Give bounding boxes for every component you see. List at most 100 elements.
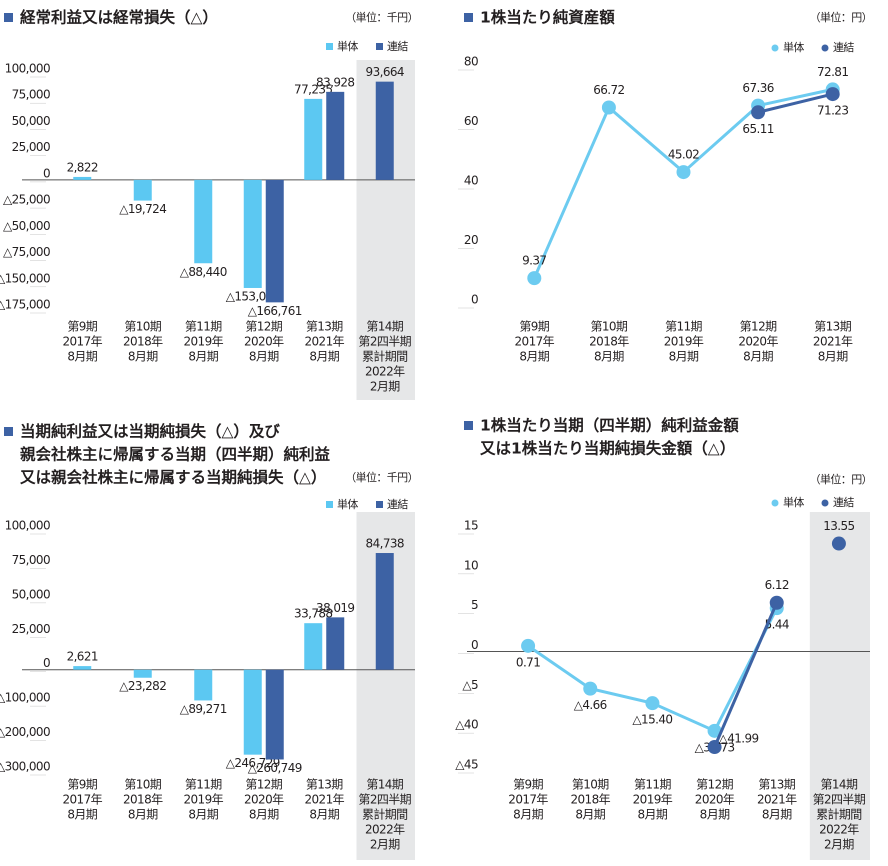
value-label: 5.44 bbox=[765, 618, 789, 632]
legend-label: 単体 bbox=[783, 40, 804, 54]
x-tick-label: 第2四半期 bbox=[813, 793, 866, 807]
highlight-band bbox=[809, 512, 870, 860]
x-tick-label: 第2四半期 bbox=[358, 793, 411, 807]
bar bbox=[243, 669, 262, 755]
x-tick-label: 2018年 bbox=[123, 793, 163, 807]
x-tick-label: 2017年 bbox=[515, 335, 555, 349]
series-line bbox=[532, 87, 834, 279]
x-tick-label: 2018年 bbox=[570, 793, 610, 807]
x-tick-label: 8月期 bbox=[128, 808, 158, 822]
value-label: 2,621 bbox=[67, 650, 98, 664]
title-marker bbox=[4, 427, 13, 436]
x-tick-label: 2019年 bbox=[633, 793, 673, 807]
bar bbox=[194, 179, 213, 264]
x-tick-label: 第9期 bbox=[67, 320, 97, 334]
y-tick-label: △100,000 bbox=[0, 691, 50, 705]
legend-swatch bbox=[326, 501, 333, 508]
y-tick-label: 0 bbox=[43, 656, 50, 670]
x-tick-label: 8月期 bbox=[519, 350, 549, 364]
x-tick-label: 2018年 bbox=[123, 335, 163, 349]
value-label: △89,271 bbox=[180, 702, 227, 716]
x-tick-label: 2月期 bbox=[824, 838, 854, 852]
y-tick-label: △150,000 bbox=[0, 271, 50, 285]
bar bbox=[265, 669, 284, 760]
x-tick-label: 第10期 bbox=[590, 320, 627, 334]
value-label: △15.40 bbox=[632, 713, 672, 727]
unit-label: （単位：円） bbox=[810, 472, 872, 486]
x-tick-label: 第2四半期 bbox=[358, 335, 411, 349]
unit-label: （単位：千円） bbox=[345, 10, 418, 24]
value-label: △166,761 bbox=[248, 304, 302, 318]
bar bbox=[326, 91, 345, 180]
x-tick-label: 2022年 bbox=[365, 823, 405, 837]
value-label: 77,235 bbox=[294, 82, 332, 96]
value-label: 72.81 bbox=[817, 65, 848, 79]
x-tick-label: 8月期 bbox=[188, 350, 218, 364]
y-tick-label: 60 bbox=[464, 114, 478, 128]
x-tick-label: 累計期間 bbox=[362, 807, 408, 822]
x-tick-label: 2020年 bbox=[244, 793, 284, 807]
y-tick-label: △45 bbox=[455, 758, 478, 772]
x-tick-label: 2020年 bbox=[244, 335, 284, 349]
x-tick-label: 累計期間 bbox=[362, 349, 408, 364]
x-tick-label: 第10期 bbox=[572, 778, 609, 792]
x-tick-label: 8月期 bbox=[513, 808, 543, 822]
x-tick-label: 第14期 bbox=[366, 778, 403, 792]
x-tick-label: 8月期 bbox=[188, 808, 218, 822]
x-tick-label: 2021年 bbox=[304, 793, 344, 807]
y-tick-label: 25,000 bbox=[12, 622, 50, 636]
y-tick-label: 25,000 bbox=[12, 140, 50, 154]
x-tick-label: 第13期 bbox=[758, 778, 795, 792]
y-tick-label: 100,000 bbox=[5, 519, 50, 533]
value-label: 67.36 bbox=[742, 81, 773, 95]
y-tick-label: 20 bbox=[464, 233, 478, 247]
x-tick-label: 8月期 bbox=[249, 350, 279, 364]
y-tick-label: △50,000 bbox=[3, 219, 50, 233]
series-line bbox=[713, 602, 779, 748]
legend-swatch bbox=[771, 499, 779, 507]
y-tick-label: 0 bbox=[471, 638, 478, 652]
y-tick-label: △40 bbox=[455, 718, 478, 732]
x-tick-label: 8月期 bbox=[637, 808, 667, 822]
y-tick-label: △5 bbox=[462, 678, 478, 692]
point bbox=[601, 100, 616, 115]
x-tick-label: 8月期 bbox=[67, 350, 97, 364]
x-tick-label: 2021年 bbox=[813, 335, 853, 349]
legend-label: 単体 bbox=[783, 495, 804, 509]
x-tick-label: 第12期 bbox=[740, 320, 777, 334]
value-label: △41.99 bbox=[719, 732, 759, 746]
value-label: 93,664 bbox=[366, 65, 404, 79]
y-tick-label: 75,000 bbox=[12, 553, 50, 567]
x-tick-label: 8月期 bbox=[700, 808, 730, 822]
x-tick-label: 2022年 bbox=[365, 365, 405, 379]
y-tick-label: 50,000 bbox=[12, 114, 50, 128]
point bbox=[583, 681, 598, 696]
x-tick-label: 8月期 bbox=[309, 350, 339, 364]
y-tick-label: 75,000 bbox=[12, 88, 50, 102]
value-label: 33,788 bbox=[294, 607, 332, 621]
bar bbox=[326, 617, 345, 670]
chart-title: 経常利益又は経常損失（△） bbox=[20, 8, 218, 27]
point bbox=[707, 723, 722, 738]
title-marker bbox=[4, 13, 13, 22]
x-tick-label: 8月期 bbox=[743, 350, 773, 364]
y-tick-label: △175,000 bbox=[0, 298, 50, 312]
value-label: 65.11 bbox=[742, 122, 773, 136]
value-label: 83,928 bbox=[316, 75, 354, 89]
x-tick-label: 2月期 bbox=[370, 838, 400, 852]
bar bbox=[73, 176, 92, 180]
point bbox=[831, 536, 846, 551]
x-tick-label: 2021年 bbox=[304, 335, 344, 349]
x-tick-label: 2021年 bbox=[757, 793, 797, 807]
x-tick-label: 2019年 bbox=[664, 335, 704, 349]
x-tick-label: 第13期 bbox=[814, 320, 851, 334]
chart-title: 1株当たり当期（四半期）純利益金額 bbox=[480, 416, 739, 435]
legend-label: 連結 bbox=[833, 495, 854, 509]
x-tick-label: 第14期 bbox=[366, 320, 403, 334]
point bbox=[707, 740, 722, 755]
y-tick-label: 50,000 bbox=[12, 587, 50, 601]
x-tick-label: 2月期 bbox=[370, 380, 400, 394]
x-tick-label: 累計期間 bbox=[816, 807, 862, 822]
